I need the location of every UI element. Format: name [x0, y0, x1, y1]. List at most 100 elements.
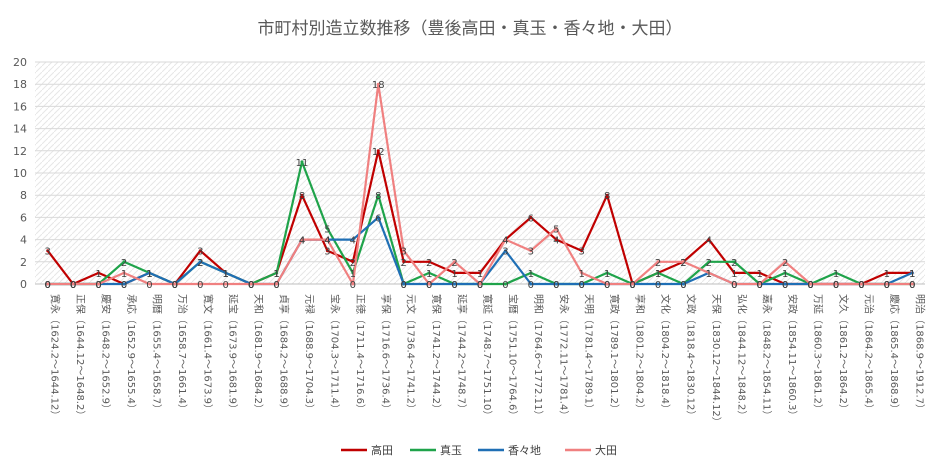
- data-point: [605, 193, 609, 197]
- data-label: 0: [70, 280, 76, 291]
- data-label: 2: [731, 258, 737, 269]
- data-point: [554, 282, 558, 286]
- data-label: 0: [502, 280, 508, 291]
- data-label: 3: [197, 247, 203, 258]
- data-point: [605, 271, 609, 275]
- data-point: [173, 282, 177, 286]
- data-point: [97, 282, 101, 286]
- data-point: [503, 249, 507, 253]
- data-label: 0: [273, 280, 279, 291]
- data-label: 0: [807, 280, 813, 291]
- data-label: 0: [807, 280, 813, 291]
- y-tick-label: 12: [13, 145, 27, 158]
- data-label: 0: [426, 280, 432, 291]
- data-point: [809, 282, 813, 286]
- data-point: [325, 249, 329, 253]
- y-tick-label: 8: [20, 189, 27, 202]
- data-point: [325, 227, 329, 230]
- data-point: [529, 249, 533, 253]
- data-point: [681, 260, 685, 264]
- data-label: 0: [579, 280, 585, 291]
- data-point: [46, 249, 50, 253]
- data-label: 0: [451, 280, 457, 291]
- data-label: 2: [680, 258, 686, 269]
- data-label: 4: [350, 236, 356, 247]
- data-label: 0: [782, 280, 788, 291]
- data-point: [224, 282, 228, 286]
- x-tick-label: 天和（1681.9～1684.2）: [252, 294, 264, 414]
- data-point: [300, 160, 304, 164]
- data-point: [656, 260, 660, 264]
- data-label: 0: [833, 280, 839, 291]
- data-label: 0: [248, 280, 254, 291]
- data-point: [834, 271, 838, 275]
- x-tick-label: 正保（1644.12～1648.2）: [74, 294, 87, 420]
- data-point: [427, 282, 431, 286]
- data-label: 12: [372, 147, 385, 158]
- data-label: 1: [706, 269, 712, 280]
- data-label: 1: [909, 269, 915, 280]
- data-label: 1: [833, 269, 839, 280]
- data-point: [732, 260, 736, 264]
- data-label: 0: [172, 280, 178, 291]
- data-label: 2: [350, 258, 356, 269]
- data-label: 3: [579, 247, 585, 258]
- data-label: 3: [324, 247, 330, 258]
- data-point: [656, 282, 660, 286]
- data-label: 4: [706, 236, 712, 247]
- data-label: 1: [706, 269, 712, 280]
- data-label: 0: [477, 280, 483, 291]
- data-point: [351, 282, 355, 286]
- data-label: 0: [909, 280, 915, 291]
- data-point: [580, 249, 584, 253]
- data-label: 2: [197, 258, 203, 269]
- data-label: 1: [223, 269, 229, 280]
- data-point: [783, 271, 787, 275]
- x-tick-label: 元治（1864.2～1865.4）: [862, 294, 875, 414]
- data-label: 0: [909, 280, 915, 291]
- data-label: 0: [401, 280, 407, 291]
- data-label: 2: [706, 258, 712, 269]
- data-point: [580, 282, 584, 286]
- data-point: [885, 282, 889, 286]
- data-label: 4: [324, 236, 330, 247]
- x-tick-label: 正徳（1711.4～1716.6）: [354, 294, 367, 414]
- x-tick-label: 万延（1860.3～1861.2）: [812, 294, 824, 414]
- x-tick-label: 延宝（1673.9～1681.9）: [227, 294, 240, 414]
- data-label: 3: [528, 247, 534, 258]
- x-tick-label: 弘化（1844.12～1848.2）: [735, 294, 748, 420]
- data-label: 1: [579, 269, 585, 280]
- data-label: 0: [146, 280, 152, 291]
- data-point: [351, 260, 355, 264]
- data-label: 0: [45, 280, 51, 291]
- data-label: 6: [375, 213, 381, 224]
- x-tick-label: 安政（1854.11～1860.3）: [786, 294, 799, 420]
- data-label: 1: [604, 269, 610, 280]
- data-point: [300, 193, 304, 197]
- data-point: [402, 249, 406, 253]
- data-label: 2: [197, 258, 203, 269]
- data-point: [529, 282, 533, 286]
- data-point: [351, 238, 355, 242]
- data-label: 0: [45, 280, 51, 291]
- data-point: [656, 271, 660, 275]
- data-label: 1: [146, 269, 152, 280]
- data-label: 0: [680, 280, 686, 291]
- x-tick-label: 元文（1736.4～1741.2）: [405, 294, 418, 414]
- data-label: 0: [655, 280, 661, 291]
- data-label: 0: [884, 280, 890, 291]
- data-point: [453, 260, 457, 264]
- y-tick-label: 14: [13, 123, 27, 136]
- data-label: 1: [95, 269, 101, 280]
- data-label: 0: [95, 280, 101, 291]
- x-tick-label: 明和（1764.6～1772.11）: [532, 294, 544, 420]
- x-tick-label: 貞享（1684.2～1688.9）: [278, 294, 291, 414]
- data-label: 4: [324, 236, 330, 247]
- y-tick-label: 0: [20, 278, 27, 291]
- data-point: [147, 282, 151, 286]
- data-label: 4: [299, 236, 305, 247]
- data-point: [427, 260, 431, 264]
- data-label: 4: [553, 236, 559, 247]
- data-label: 5: [553, 225, 559, 236]
- x-tick-label: 文政（1818.4～1830.12）: [684, 294, 697, 420]
